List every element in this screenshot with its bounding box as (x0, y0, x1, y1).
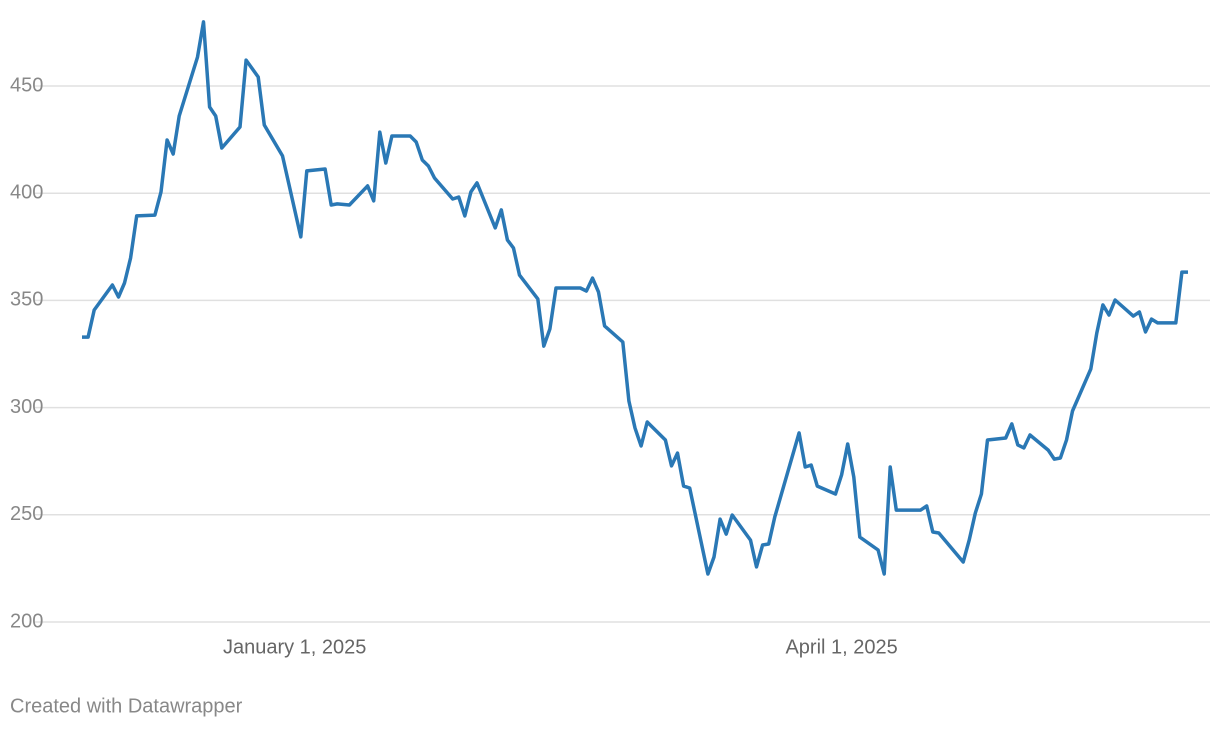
y-tick-label: 350 (10, 289, 43, 311)
credit: Created with Datawrapper (10, 695, 243, 717)
y-tick-label: 250 (10, 503, 43, 525)
data-line (82, 20, 1188, 576)
x-tick-label: April 1, 2025 (785, 636, 897, 658)
y-tick-label: 400 (10, 181, 43, 203)
y-tick-label: 200 (10, 610, 43, 632)
x-tick-label: January 1, 2025 (223, 636, 366, 658)
y-tick-label: 300 (10, 396, 43, 418)
y-tick-label: 450 (10, 74, 43, 96)
